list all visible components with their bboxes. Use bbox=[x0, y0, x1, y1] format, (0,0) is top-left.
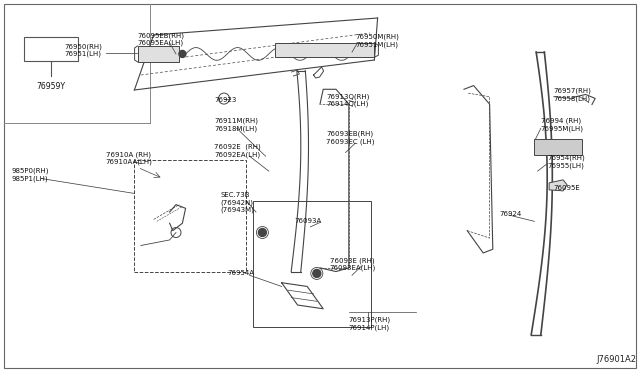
Text: 76910A (RH)
76910AA(LH): 76910A (RH) 76910AA(LH) bbox=[106, 151, 152, 165]
Text: 76093EB(RH)
76093EC (LH): 76093EB(RH) 76093EC (LH) bbox=[326, 131, 375, 145]
Text: 76092E  (RH)
76092EA(LH): 76092E (RH) 76092EA(LH) bbox=[214, 144, 261, 158]
Text: 76950M(RH)
76951M(LH): 76950M(RH) 76951M(LH) bbox=[355, 34, 399, 48]
Text: 76959Y: 76959Y bbox=[36, 82, 66, 91]
Bar bbox=[24, 37, 79, 61]
Text: 76095E: 76095E bbox=[554, 185, 580, 191]
Text: 76954A: 76954A bbox=[227, 270, 254, 276]
Bar bbox=[275, 43, 374, 57]
Text: 76954(RH)
76955(LH): 76954(RH) 76955(LH) bbox=[547, 155, 585, 169]
Circle shape bbox=[313, 269, 321, 278]
Text: SEC.73B
(76942N)
(76943M): SEC.73B (76942N) (76943M) bbox=[221, 192, 255, 213]
Circle shape bbox=[179, 51, 186, 57]
Bar bbox=[138, 46, 179, 62]
Bar bbox=[253, 201, 371, 327]
Bar bbox=[534, 139, 582, 155]
Text: 76994 (RH)
76995M(LH): 76994 (RH) 76995M(LH) bbox=[541, 118, 584, 132]
Text: 76095EB(RH)
76095EA(LH): 76095EB(RH) 76095EA(LH) bbox=[138, 32, 184, 46]
Text: 76913P(RH)
76914P(LH): 76913P(RH) 76914P(LH) bbox=[349, 317, 391, 331]
Text: 985P0(RH)
985P1(LH): 985P0(RH) 985P1(LH) bbox=[12, 168, 49, 182]
Text: 76093E (RH)
76093EA(LH): 76093E (RH) 76093EA(LH) bbox=[330, 257, 376, 271]
Bar bbox=[134, 160, 246, 272]
Text: 76093A: 76093A bbox=[294, 218, 322, 224]
Circle shape bbox=[259, 228, 266, 237]
Polygon shape bbox=[549, 180, 567, 191]
Text: 76923: 76923 bbox=[214, 97, 237, 103]
Text: 76911M(RH)
76918M(LH): 76911M(RH) 76918M(LH) bbox=[214, 118, 259, 132]
Text: 76957(RH)
76958(LH): 76957(RH) 76958(LH) bbox=[554, 88, 591, 102]
Text: 76913Q(RH)
76914Q(LH): 76913Q(RH) 76914Q(LH) bbox=[326, 93, 370, 108]
Text: 76924: 76924 bbox=[499, 211, 522, 217]
Text: J76901A2: J76901A2 bbox=[596, 355, 636, 364]
Text: 76950(RH)
76951(LH): 76950(RH) 76951(LH) bbox=[64, 43, 102, 57]
